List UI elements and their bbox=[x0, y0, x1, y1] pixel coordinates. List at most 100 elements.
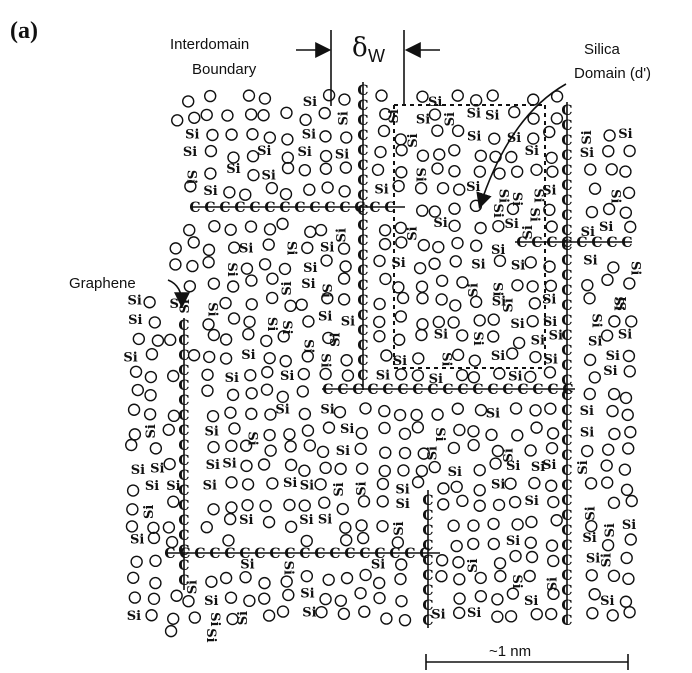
carbon-atom: C bbox=[352, 382, 363, 398]
oxygen-atom-icon bbox=[622, 349, 636, 363]
oxygen-atom-icon bbox=[622, 186, 636, 200]
silicon-atom: Si bbox=[150, 462, 164, 477]
carbon-atom: C bbox=[561, 268, 572, 284]
silicon-atom: Si bbox=[525, 494, 539, 509]
oxygen-atom-icon bbox=[467, 371, 481, 384]
oxygen-atom-icon bbox=[162, 423, 175, 436]
carbon-atom: C bbox=[357, 338, 368, 354]
oxygen-atom-icon bbox=[508, 495, 522, 509]
carbon-atom: C bbox=[367, 382, 378, 398]
oxygen-atom-icon bbox=[371, 163, 385, 177]
carbon-atom: C bbox=[357, 188, 368, 204]
carbon-atom: C bbox=[561, 568, 572, 584]
oxygen-atom-icon bbox=[428, 257, 441, 270]
oxygen-atom-icon bbox=[170, 589, 183, 602]
oxygen-atom-icon bbox=[337, 242, 351, 255]
silicon-atom: Si bbox=[281, 561, 296, 575]
silicon-atom: Si bbox=[524, 594, 538, 609]
oxygen-atom-icon bbox=[302, 315, 315, 328]
oxygen-atom-icon bbox=[280, 575, 293, 588]
silicon-atom: Si bbox=[222, 457, 236, 472]
silicon-atom: Si bbox=[606, 349, 620, 364]
silicon-atom: Si bbox=[588, 313, 603, 327]
silicon-atom: Si bbox=[628, 261, 643, 275]
silicon-atom: Si bbox=[525, 144, 539, 159]
oxygen-atom-icon bbox=[164, 624, 178, 638]
carbon-atom: C bbox=[294, 200, 305, 216]
oxygen-atom-icon bbox=[182, 594, 195, 608]
oxygen-atom-icon bbox=[336, 502, 349, 516]
silicon-atom: Si bbox=[337, 111, 352, 125]
carbon-atom: C bbox=[422, 538, 433, 554]
oxygen-atom-icon bbox=[265, 291, 279, 305]
silicon-atom: Si bbox=[241, 348, 255, 363]
silicon-atom: Si bbox=[580, 146, 594, 161]
silicon-atom: Si bbox=[526, 208, 541, 222]
oxygen-atom-icon bbox=[359, 402, 372, 415]
oxygen-atom-icon bbox=[244, 108, 258, 121]
silica-label-line1: Silica bbox=[584, 41, 621, 58]
silicon-atom: Si bbox=[542, 458, 556, 473]
oxygen-atom-icon bbox=[447, 441, 461, 455]
oxygen-atom-icon bbox=[322, 331, 335, 345]
silicon-atom: Si bbox=[203, 184, 217, 199]
oxygen-atom-icon bbox=[588, 371, 602, 384]
carbon-atom: C bbox=[606, 235, 617, 251]
oxygen-atom-icon bbox=[527, 132, 540, 145]
silicon-atom: Si bbox=[318, 513, 332, 528]
oxygen-atom-icon bbox=[225, 501, 238, 514]
oxygen-atom-icon bbox=[258, 258, 272, 271]
oxygen-atom-icon bbox=[151, 334, 165, 347]
silicon-atom: Si bbox=[301, 277, 315, 292]
carbon-atom: C bbox=[422, 583, 433, 599]
carbon-atom: C bbox=[561, 313, 572, 329]
silicon-atom: Si bbox=[145, 479, 159, 494]
carbon-atom: C bbox=[427, 382, 438, 398]
oxygen-atom-icon bbox=[301, 424, 315, 437]
oxygen-atom-icon bbox=[184, 180, 197, 193]
silicon-atom: Si bbox=[244, 431, 259, 445]
silicon-atom: Si bbox=[492, 295, 506, 310]
carbon-atom: C bbox=[561, 283, 572, 299]
oxygen-atom-icon bbox=[221, 109, 234, 122]
oxygen-atom-icon bbox=[545, 441, 559, 455]
oxygen-atom-icon bbox=[511, 429, 524, 442]
carbon-atom: C bbox=[254, 546, 265, 562]
carbon-atom: C bbox=[457, 382, 468, 398]
carbon-atom: C bbox=[561, 235, 572, 251]
silicon-atom: Si bbox=[416, 113, 430, 128]
oxygen-atom-icon bbox=[356, 531, 370, 545]
carbon-atom: C bbox=[204, 200, 215, 216]
silicon-atom: Si bbox=[300, 587, 314, 602]
oxygen-atom-icon bbox=[281, 133, 294, 146]
oxygen-atom-icon bbox=[493, 367, 506, 380]
carbon-atom: C bbox=[178, 573, 189, 589]
oxygen-atom-icon bbox=[373, 254, 386, 268]
carbon-atom: C bbox=[561, 133, 572, 149]
carbon-atom: C bbox=[337, 382, 348, 398]
carbon-atom: C bbox=[487, 382, 498, 398]
atom-field: CCCCCCCCCCCCCCCCCCCCCCCCCCCCCCCCCCCCCCCC… bbox=[123, 83, 642, 643]
oxygen-atom-icon bbox=[468, 354, 482, 367]
oxygen-atom-icon bbox=[130, 555, 143, 569]
oxygen-atom-icon bbox=[487, 313, 500, 326]
oxygen-atom-icon bbox=[240, 262, 254, 275]
oxygen-atom-icon bbox=[282, 588, 295, 602]
oxygen-atom-icon bbox=[394, 133, 407, 146]
oxygen-atom-icon bbox=[547, 495, 560, 509]
oxygen-atom-icon bbox=[379, 446, 392, 459]
oxygen-atom-icon bbox=[435, 293, 448, 306]
carbon-atom: C bbox=[422, 508, 433, 524]
oxygen-atom-icon bbox=[524, 256, 537, 269]
carbon-atom: C bbox=[561, 328, 572, 344]
oxygen-atom-icon bbox=[207, 440, 220, 454]
oxygen-atom-icon bbox=[242, 89, 256, 102]
silicon-atom: Si bbox=[508, 369, 522, 384]
oxygen-atom-icon bbox=[301, 350, 314, 363]
oxygen-atom-icon bbox=[145, 347, 159, 361]
oxygen-atom-icon bbox=[188, 111, 201, 124]
oxygen-atom-icon bbox=[524, 444, 537, 457]
oxygen-atom-icon bbox=[257, 458, 271, 471]
oxygen-atom-icon bbox=[451, 124, 465, 138]
silicon-atom: Si bbox=[580, 404, 594, 419]
